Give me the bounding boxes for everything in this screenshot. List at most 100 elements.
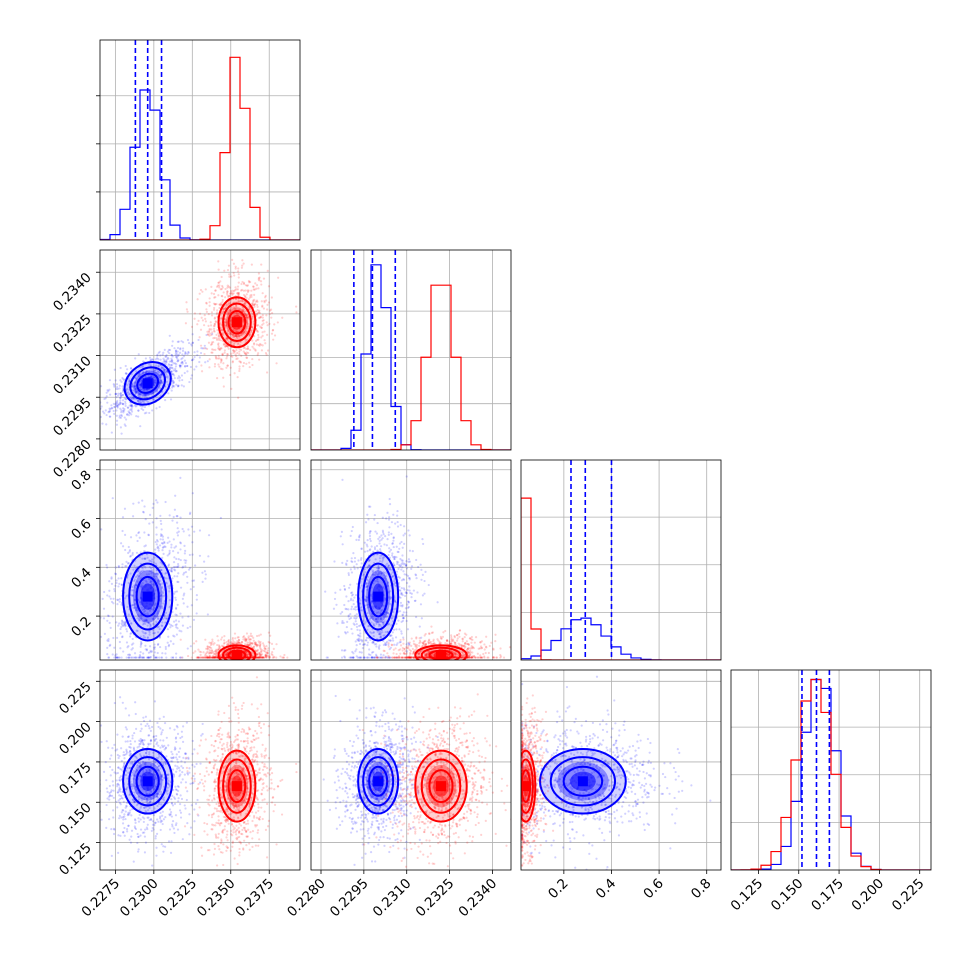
scatter-point (178, 364, 182, 367)
scatter-point (123, 507, 127, 510)
scatter-point (168, 348, 172, 352)
scatter-point (126, 384, 129, 387)
scatter-point (255, 313, 258, 316)
scatter-point (417, 565, 420, 569)
scatter-point (368, 534, 372, 538)
scatter-point (236, 270, 240, 273)
scatter-point (117, 566, 120, 569)
scatter-point (142, 370, 145, 373)
scatter-point (104, 409, 107, 412)
scatter-point (355, 622, 358, 626)
scatter-point (257, 278, 260, 281)
scatter-point (217, 268, 220, 271)
scatter-point (364, 521, 368, 524)
scatter-point (281, 316, 284, 319)
scatter-point (230, 355, 233, 358)
scatter-point (138, 572, 141, 575)
scatter-point (341, 543, 344, 546)
scatter-point (207, 324, 210, 327)
scatter-point (157, 610, 160, 613)
scatter-point (117, 624, 120, 627)
scatter-point (119, 402, 122, 406)
scatter-point (141, 395, 144, 398)
scatter-point (271, 654, 274, 657)
scatter-point (181, 353, 184, 356)
scatter-point (148, 522, 151, 525)
scatter-point (444, 642, 447, 645)
scatter-point (231, 335, 234, 338)
scatter-point (150, 370, 153, 373)
scatter-point (251, 302, 254, 305)
scatter-point (155, 526, 158, 529)
scatter-point (177, 564, 180, 568)
scatter-point (150, 650, 154, 653)
scatter-point (228, 308, 231, 311)
scatter-point (175, 626, 178, 629)
scatter-point (405, 619, 408, 623)
scatter-point (217, 357, 220, 360)
scatter-point (223, 269, 226, 272)
scatter-point (395, 545, 398, 548)
scatter-point (192, 651, 195, 654)
scatter-point (228, 308, 231, 312)
scatter-point (149, 651, 152, 654)
scatter-point (124, 400, 127, 403)
scatter-point (118, 403, 121, 406)
scatter-point (245, 284, 249, 287)
scatter-point (136, 539, 139, 543)
scatter-point (206, 347, 209, 351)
scatter-point (213, 317, 216, 320)
scatter-point (161, 366, 164, 370)
scatter-point (263, 647, 266, 650)
scatter-point (127, 414, 130, 417)
scatter-point (113, 590, 116, 593)
scatter-point (237, 636, 240, 639)
scatter-point (395, 570, 399, 573)
scatter-point (179, 548, 182, 551)
scatter-point (156, 370, 160, 374)
scatter-point (156, 501, 159, 504)
scatter-point (183, 571, 186, 574)
scatter-point (139, 401, 142, 404)
scatter-point (401, 559, 404, 562)
scatter-point (149, 623, 152, 626)
scatter-point (162, 368, 165, 371)
scatter-point (130, 410, 134, 413)
scatter-point (388, 547, 391, 550)
scatter-point (360, 547, 363, 551)
scatter-point (395, 643, 398, 647)
scatter-point (214, 296, 217, 299)
scatter-point (229, 373, 232, 377)
scatter-point (100, 405, 103, 408)
scatter-point (410, 567, 413, 570)
scatter-point (121, 409, 125, 413)
scatter-point (152, 369, 155, 372)
scatter-point (134, 390, 137, 393)
scatter-point (94, 637, 96, 639)
scatter-point (206, 647, 209, 650)
scatter-point (406, 603, 409, 606)
scatter-point (163, 348, 166, 351)
scatter-point (164, 500, 167, 504)
scatter-point (384, 656, 387, 659)
scatter-point (201, 319, 205, 322)
scatter-point (188, 380, 191, 384)
scatter-point (243, 346, 246, 349)
scatter-point (151, 358, 155, 362)
scatter-point (208, 654, 211, 658)
scatter-point (205, 333, 208, 337)
scatter-point (405, 614, 408, 617)
scatter-point (269, 308, 273, 311)
scatter-point (133, 652, 137, 655)
scatter-point (172, 550, 175, 553)
scatter-point (128, 404, 131, 407)
scatter-point (150, 374, 153, 377)
scatter-point (259, 654, 262, 658)
scatter-point (267, 285, 271, 288)
scatter-point (174, 367, 177, 370)
scatter-point (378, 542, 381, 545)
scatter-point (378, 536, 381, 539)
scatter-point (121, 385, 124, 388)
scatter-point (227, 285, 230, 288)
scatter-point (125, 560, 128, 563)
